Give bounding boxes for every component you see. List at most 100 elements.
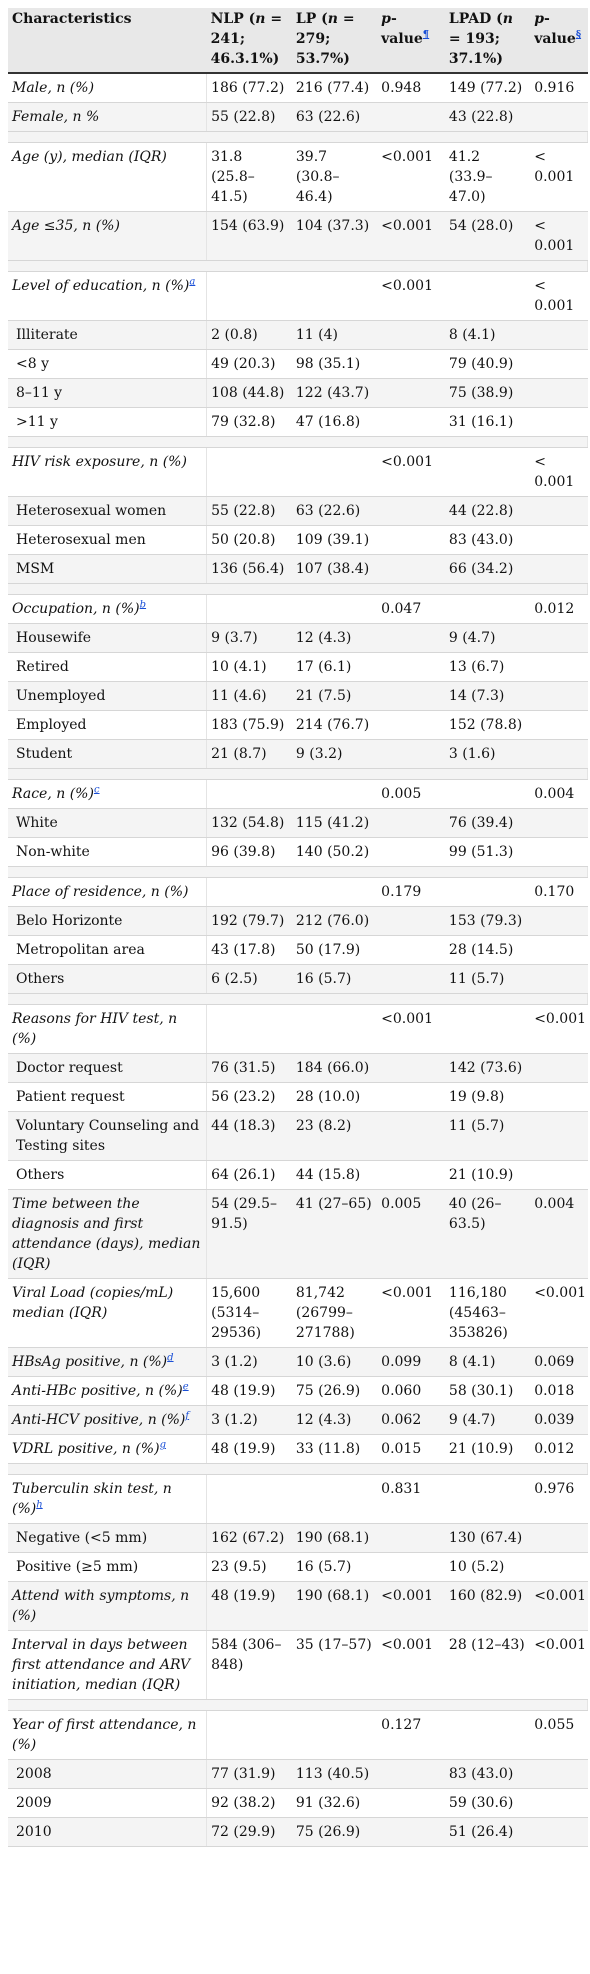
spacer-cell bbox=[8, 436, 588, 448]
row-label: HIV risk exposure, n (%) bbox=[8, 447, 208, 497]
spacer-cell bbox=[8, 131, 588, 143]
cell-lpad: 99 (51.3) bbox=[444, 837, 531, 867]
cell-p-value-1: <0.001 bbox=[377, 1004, 445, 1054]
cell-p-value-1 bbox=[377, 1111, 445, 1161]
characteristics-table: Characteristics NLP (n = 241; 46.3.1%) LP … bbox=[8, 8, 588, 1847]
cell-lpad: 21 (10.9) bbox=[444, 1434, 531, 1464]
footnote-link[interactable]: f bbox=[185, 1410, 190, 1422]
row-label-text: Anti-HCV positive, n (%) bbox=[12, 1412, 186, 1428]
footnote-link[interactable]: b bbox=[139, 599, 147, 611]
cell-p-value-1 bbox=[377, 1759, 445, 1789]
cell-lp: 212 (76.0) bbox=[291, 906, 378, 936]
table-row: Anti-HBc positive, n (%)e 48 (19.9) 75 (26… bbox=[8, 1376, 588, 1406]
cell-lpad: 14 (7.3) bbox=[444, 681, 531, 711]
cell-nlp: 54 (29.5–91.5) bbox=[206, 1189, 292, 1279]
footnote-link[interactable]: ¶ bbox=[422, 29, 430, 41]
cell-lp: 17 (6.1) bbox=[291, 652, 378, 682]
cell-nlp: 9 (3.7) bbox=[206, 623, 292, 653]
header-text-tail: = 241; 46.3.1%) bbox=[210, 11, 283, 67]
cell-p-value-2 bbox=[530, 320, 588, 350]
cell-nlp: 183 (75.9) bbox=[206, 710, 292, 740]
header-text: NLP ( bbox=[210, 11, 256, 27]
cell-lpad: 9 (4.7) bbox=[444, 1405, 531, 1435]
cell-p-value-1 bbox=[377, 525, 445, 555]
cell-p-value-1: 0.047 bbox=[377, 594, 445, 624]
cell-p-value-2 bbox=[530, 739, 588, 769]
table-row: Year of first attendance, n (%) 0.127 0.05… bbox=[8, 1710, 588, 1760]
header-italic: p bbox=[534, 11, 544, 27]
cell-lpad: 8 (4.1) bbox=[444, 320, 531, 350]
header-text: LPAD ( bbox=[448, 11, 503, 27]
cell-lpad: 130 (67.4) bbox=[444, 1523, 531, 1553]
cell-lpad bbox=[444, 877, 531, 907]
cell-p-value-1 bbox=[377, 681, 445, 711]
footnote-marker: g bbox=[160, 1439, 166, 1450]
cell-lp: 23 (8.2) bbox=[291, 1111, 378, 1161]
cell-p-value-1: 0.005 bbox=[377, 779, 445, 809]
table-row: Interval in days between first attendanc… bbox=[8, 1630, 588, 1700]
footnote-link[interactable]: a bbox=[189, 276, 196, 288]
cell-p-value-1: <0.001 bbox=[377, 447, 445, 497]
table-row: Belo Horizonte 192 (79.7) 212 (76.0) 153 (7… bbox=[8, 906, 588, 936]
footnote-link[interactable]: h bbox=[36, 1499, 43, 1511]
cell-lp: 140 (50.2) bbox=[291, 837, 378, 867]
footnote-link[interactable]: § bbox=[575, 29, 582, 41]
row-label: <8 y bbox=[8, 349, 208, 379]
cell-lpad: 41.2 (33.9–47.0) bbox=[444, 142, 531, 212]
cell-p-value-1 bbox=[377, 710, 445, 740]
cell-p-value-2: <0.001 bbox=[530, 1581, 588, 1631]
footnote-marker: b bbox=[140, 599, 146, 610]
cell-p-value-1 bbox=[377, 1788, 445, 1818]
cell-p-value-1: 0.179 bbox=[377, 877, 445, 907]
row-label: Illiterate bbox=[8, 320, 208, 350]
cell-p-value-2 bbox=[530, 710, 588, 740]
table-row: 2009 92 (38.2) 91 (32.6) 59 (30.6) bbox=[8, 1788, 588, 1818]
footnote-link[interactable]: e bbox=[182, 1381, 189, 1393]
table-row: HIV risk exposure, n (%) <0.001 < 0.001 bbox=[8, 447, 588, 497]
cell-p-value-1: 0.015 bbox=[377, 1434, 445, 1464]
cell-nlp: 3 (1.2) bbox=[206, 1347, 292, 1377]
cell-p-value-2 bbox=[530, 1523, 588, 1553]
cell-p-value-2 bbox=[530, 102, 588, 132]
cell-p-value-2 bbox=[530, 1759, 588, 1789]
table-row: Age ≤35, n (%) 154 (63.9) 104 (37.3) <0.001… bbox=[8, 211, 588, 261]
cell-lp: 190 (68.1) bbox=[291, 1523, 378, 1553]
cell-lpad: 28 (14.5) bbox=[444, 935, 531, 965]
cell-nlp bbox=[206, 779, 292, 809]
cell-nlp: 48 (19.9) bbox=[206, 1376, 292, 1406]
row-label: Year of first attendance, n (%) bbox=[8, 1710, 208, 1760]
footnote-marker: f bbox=[185, 1410, 189, 1421]
cell-p-value-1 bbox=[377, 1082, 445, 1112]
cell-nlp bbox=[206, 1004, 292, 1054]
cell-lpad: 160 (82.9) bbox=[444, 1581, 531, 1631]
cell-p-value-1 bbox=[377, 1552, 445, 1582]
row-label-text: Belo Horizonte bbox=[16, 913, 123, 929]
cell-lp: 75 (26.9) bbox=[291, 1817, 378, 1847]
row-label-text: Retired bbox=[16, 659, 69, 675]
cell-nlp bbox=[206, 1474, 292, 1524]
cell-p-value-2: <0.001 bbox=[530, 1004, 588, 1054]
footnote-link[interactable]: c bbox=[93, 784, 100, 796]
cell-lpad bbox=[444, 1474, 531, 1524]
table-row: Retired 10 (4.1) 17 (6.1) 13 (6.7) bbox=[8, 652, 588, 682]
row-label-text: Year of first attendance, n (%) bbox=[12, 1717, 197, 1753]
cell-nlp: 186 (77.2) bbox=[206, 73, 292, 103]
footnote-marker: c bbox=[94, 784, 100, 795]
footnote-link[interactable]: g bbox=[159, 1439, 166, 1451]
cell-lp: 39.7 (30.8–46.4) bbox=[291, 142, 378, 212]
table-row: Viral Load (copies/mL) median (IQR) 15,60… bbox=[8, 1278, 588, 1348]
row-label: Voluntary Counseling and Testing sites bbox=[8, 1111, 208, 1161]
row-label: 2010 bbox=[8, 1817, 208, 1847]
cell-lpad: 9 (4.7) bbox=[444, 623, 531, 653]
cell-lp: 12 (4.3) bbox=[291, 1405, 378, 1435]
row-label-text: 2010 bbox=[16, 1824, 52, 1840]
cell-p-value-2: <0.001 bbox=[530, 1630, 588, 1700]
row-label-text: Level of education, n (%) bbox=[12, 278, 190, 294]
footnote-link[interactable]: d bbox=[167, 1352, 174, 1364]
table-row: Housewife 9 (3.7) 12 (4.3) 9 (4.7) bbox=[8, 623, 588, 653]
cell-nlp: 92 (38.2) bbox=[206, 1788, 292, 1818]
cell-p-value-2 bbox=[530, 1552, 588, 1582]
cell-nlp: 15,600 (5314–29536) bbox=[206, 1278, 292, 1348]
cell-p-value-2 bbox=[530, 554, 588, 584]
table-header: Characteristics NLP (n = 241; 46.3.1%) LP … bbox=[8, 8, 588, 74]
